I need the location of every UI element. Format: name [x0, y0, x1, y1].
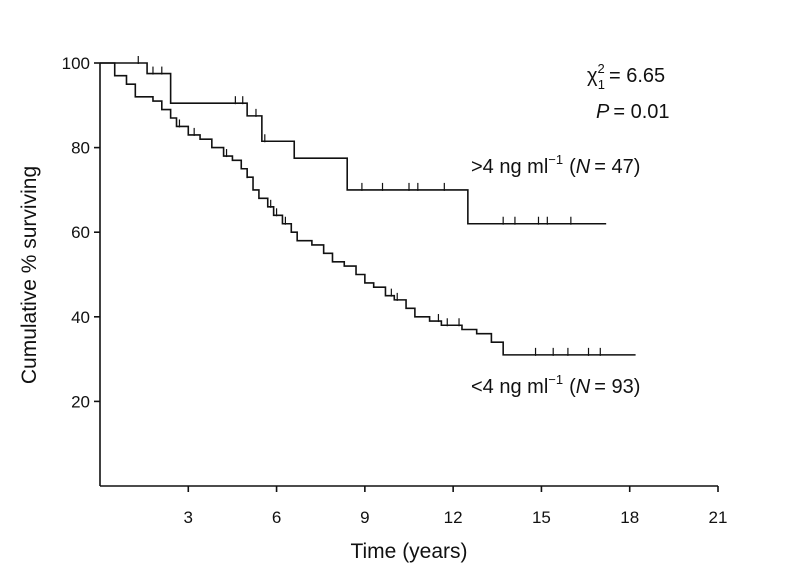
y-axis-title: Cumulative % surviving — [18, 166, 41, 384]
x-tick-label: 12 — [444, 508, 463, 527]
series-label-low: <4 ng ml−1 (N = 93) — [471, 372, 640, 398]
axes — [99, 63, 718, 487]
x-tick-label: 6 — [272, 508, 281, 527]
x-tick-label: 21 — [709, 508, 728, 527]
y-axis-ticks: 20 40 60 80 100 — [62, 54, 100, 411]
x-axis-title: Time (years) — [350, 540, 467, 563]
x-tick-label: 9 — [360, 508, 369, 527]
series-label-high: >4 ng ml−1 (N = 47) — [471, 152, 640, 178]
x-tick-label: 15 — [532, 508, 551, 527]
statistics-annotation: χ2 1 = 6.65 P = 0.01 — [587, 61, 670, 123]
p-value-annotation: P = 0.01 — [596, 101, 670, 123]
survival-curve-low — [100, 62, 636, 356]
x-tick-label: 3 — [184, 508, 193, 527]
y-tick-label: 20 — [71, 392, 90, 411]
y-tick-label: 40 — [71, 308, 90, 327]
y-tick-label: 80 — [71, 139, 90, 158]
survival-curve-high — [100, 62, 607, 225]
series-layer — [100, 56, 636, 356]
x-axis-ticks: 3 6 9 12 15 18 21 — [184, 486, 728, 527]
chi-square-annotation: χ2 1 = 6.65 — [587, 61, 665, 92]
y-tick-label: 60 — [71, 223, 90, 242]
y-tick-label: 100 — [62, 54, 90, 73]
x-tick-label: 18 — [620, 508, 639, 527]
